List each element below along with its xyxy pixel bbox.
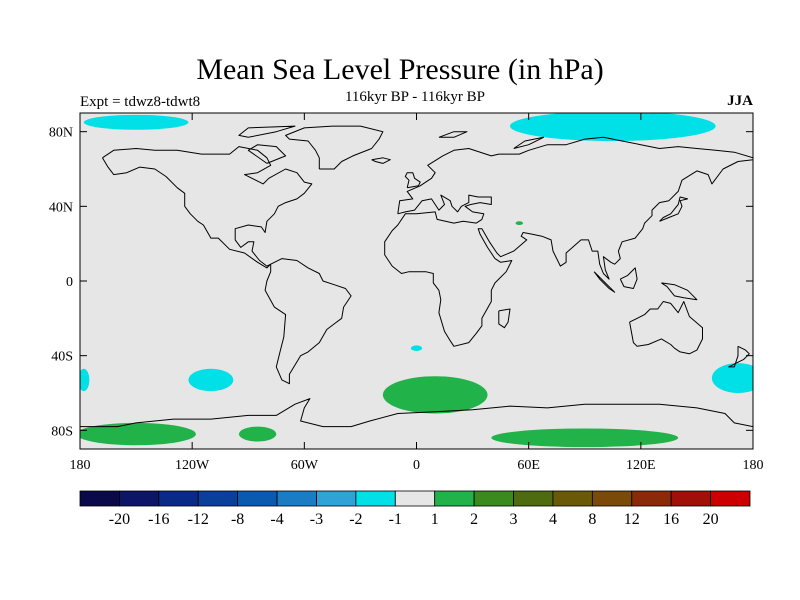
colorbar-label: 8 xyxy=(588,511,596,528)
coastline-ellesmere xyxy=(238,125,296,138)
lon-tick-label: 0 xyxy=(413,458,420,473)
coastline-svalbard xyxy=(438,131,468,138)
colorbar-swatch xyxy=(473,490,514,507)
anomaly-arctic-pacific-negative xyxy=(83,114,189,130)
lon-tick-label: 180 xyxy=(743,458,764,473)
anomaly-south-pacific-negative xyxy=(188,368,234,392)
colorbar-swatch xyxy=(631,490,672,507)
coastline-new-guinea xyxy=(661,282,698,301)
lat-tick-label: 40S xyxy=(51,350,73,365)
colorbar-swatch xyxy=(276,490,317,507)
lon-tick-label: 60E xyxy=(517,458,540,473)
colorbar-swatch xyxy=(197,490,239,507)
colorbar-swatch xyxy=(119,490,160,507)
colorbar-swatch xyxy=(513,490,554,507)
colorbar-swatch xyxy=(394,490,436,507)
map-plot xyxy=(79,112,754,450)
coastline-eurasia-africa xyxy=(384,136,753,347)
anomaly-tasman-negative xyxy=(711,363,753,393)
colorbar-label: -16 xyxy=(148,511,169,528)
lon-tick-label: 180 xyxy=(70,458,91,473)
colorbar-swatch xyxy=(552,490,593,507)
colorbar-swatch xyxy=(434,490,475,507)
coastline-japan xyxy=(659,196,689,222)
colorbar-swatch xyxy=(316,490,357,507)
colorbar-swatch xyxy=(670,490,711,507)
coastline-iceland xyxy=(371,157,391,164)
anomaly-layer xyxy=(80,113,753,448)
lat-tick-label: 80S xyxy=(51,424,73,439)
colorbar-label: -12 xyxy=(188,511,209,528)
colorbar-swatch xyxy=(355,490,396,507)
colorbar-swatch xyxy=(237,490,278,507)
lon-tick-label: 60W xyxy=(291,458,319,473)
anomaly-caspian-positive xyxy=(515,221,524,225)
colorbar-label: 4 xyxy=(549,511,557,528)
coastline-great-britain xyxy=(404,172,421,189)
coastline-south-america xyxy=(264,258,352,385)
anomaly-antarctic-east-positive xyxy=(491,428,679,448)
coastline-north-america xyxy=(101,146,313,269)
coastline-australia xyxy=(629,301,703,355)
colorbar-swatch xyxy=(710,490,751,507)
axis-layer: 80N 40N 0 40S 80S 180 120W 60W 0 60E 120E 180 xyxy=(49,113,764,473)
page-title: Mean Sea Level Pressure (in hPa) xyxy=(196,53,604,86)
colorbar-label: -3 xyxy=(310,511,323,528)
coastline-novaya-zemlya xyxy=(513,136,545,149)
anomaly-antarctic-west-positive xyxy=(80,422,196,446)
colorbar-label: 20 xyxy=(703,511,719,528)
anomaly-arctic-siberia-negative xyxy=(510,113,716,141)
lat-tick-label: 0 xyxy=(66,275,73,290)
anomaly-southern-ocean-positive xyxy=(382,376,488,414)
experiment-label: Expt = tdwz8-tdwt8 xyxy=(80,94,201,110)
coastline-baffin xyxy=(247,144,287,164)
lon-tick-label: 120E xyxy=(626,458,656,473)
map-subtitle: 116kyr BP - 116kyr BP xyxy=(344,89,485,105)
anomaly-west-edge-negative xyxy=(80,368,90,392)
colorbar: -20 -16 -12 -8 -4 -3 -2 -1 1 2 3 4 8 12 16 20 xyxy=(79,490,751,528)
coastline-antarctica xyxy=(80,398,753,428)
colorbar-label: -20 xyxy=(109,511,130,528)
colorbar-swatch xyxy=(591,490,633,507)
coastline-madagascar xyxy=(498,308,511,329)
lat-tick-label: 80N xyxy=(49,126,73,141)
coastline-new-zealand xyxy=(728,345,750,368)
season-label: JJA xyxy=(727,93,753,109)
anomaly-south-atlantic-small-negative xyxy=(410,345,423,352)
colorbar-label: -4 xyxy=(270,511,283,528)
colorbar-swatch xyxy=(79,490,120,507)
colorbar-label: 16 xyxy=(663,511,679,528)
colorbar-label: 12 xyxy=(624,511,640,528)
coastline-greenland xyxy=(285,125,384,170)
lat-tick-label: 40N xyxy=(49,200,73,215)
lon-tick-label: 120W xyxy=(175,458,210,473)
colorbar-label: 1 xyxy=(431,511,439,528)
colorbar-swatch xyxy=(158,490,199,507)
colorbar-label: -2 xyxy=(349,511,362,528)
coastline-borneo xyxy=(619,267,638,289)
colorbar-label: 2 xyxy=(470,511,478,528)
colorbar-label: -1 xyxy=(389,511,402,528)
coastline-layer xyxy=(80,125,753,428)
colorbar-label: -8 xyxy=(231,511,244,528)
coastline-sumatra xyxy=(593,271,616,293)
colorbar-label: 3 xyxy=(510,511,518,528)
anomaly-antarctic-ross-positive xyxy=(238,426,277,442)
